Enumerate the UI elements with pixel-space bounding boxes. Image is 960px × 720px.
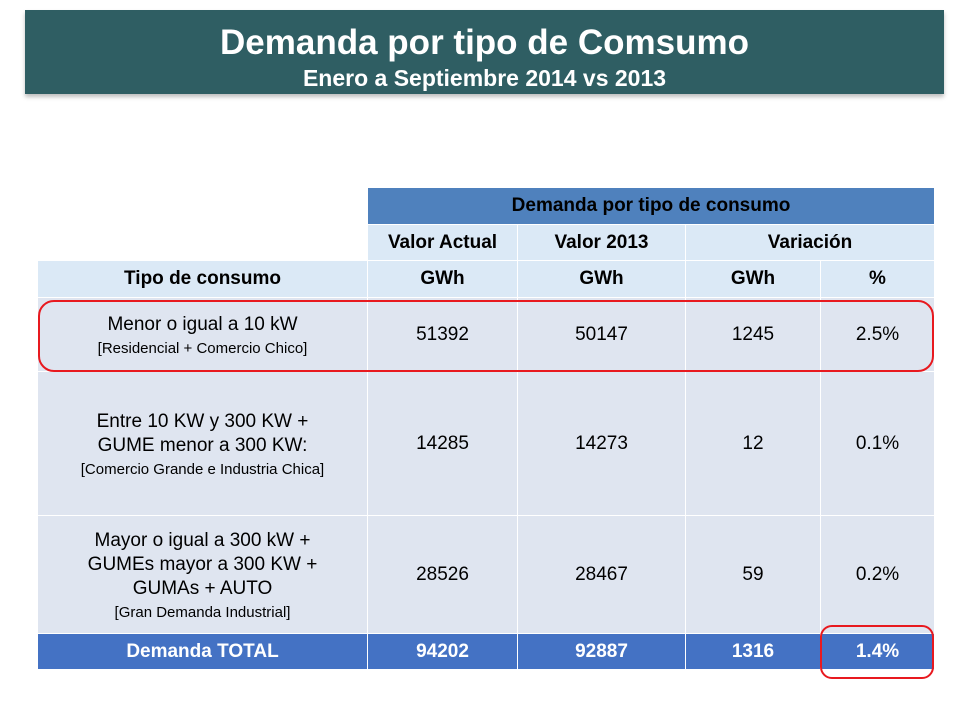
row-label-line: Entre 10 KW y 300 KW + <box>96 410 309 432</box>
total-var-pct: 1.4% <box>819 633 936 670</box>
page-title: Demanda por tipo de Comsumo <box>220 23 749 62</box>
col-valor-2013: Valor 2013 <box>517 224 686 261</box>
total-row: Demanda TOTAL 94202 92887 1316 1.4% <box>37 633 936 670</box>
row-label-line: GUMAs + AUTO <box>132 577 273 599</box>
col-valor-actual: Valor Actual <box>367 224 518 261</box>
total-actual: 94202 <box>367 633 518 670</box>
value-2013: 28467 <box>517 515 686 634</box>
unit-tipo: Tipo de consumo <box>37 260 368 298</box>
group-header-row: Demanda por tipo de consumo <box>37 187 936 225</box>
total-2013: 92887 <box>517 633 686 670</box>
value-actual: 14285 <box>367 371 518 516</box>
row-note: [Comercio Grande e Industria Chica] <box>80 460 325 478</box>
demand-table: Demanda por tipo de consumo Valor Actual… <box>37 187 936 670</box>
row-label-line: Menor o igual a 10 kW <box>107 313 298 335</box>
value-2013: 50147 <box>517 297 686 372</box>
value-2013: 14273 <box>517 371 686 516</box>
units-row: Tipo de consumo GWh GWh GWh % <box>37 260 936 298</box>
row-label: Mayor o igual a 300 kW + GUMEs mayor a 3… <box>37 515 368 634</box>
value-var-pct: 0.2% <box>819 515 936 634</box>
group-header: Demanda por tipo de consumo <box>366 187 936 225</box>
row-label-line: GUMEs mayor a 300 KW + <box>87 553 318 575</box>
table-row: Entre 10 KW y 300 KW + GUME menor a 300 … <box>37 371 936 516</box>
row-label-line: Mayor o igual a 300 kW + <box>94 529 311 551</box>
title-banner: Demanda por tipo de Comsumo Enero a Sept… <box>25 10 944 94</box>
row-label: Entre 10 KW y 300 KW + GUME menor a 300 … <box>37 371 368 516</box>
value-var-pct: 2.5% <box>819 297 936 372</box>
table-row: Mayor o igual a 300 kW + GUMEs mayor a 3… <box>37 515 936 634</box>
column-header-row: Valor Actual Valor 2013 Variación <box>37 224 936 261</box>
unit-var-gwh: GWh <box>685 260 821 298</box>
table-row: Menor o igual a 10 kW [Residencial + Com… <box>37 297 936 372</box>
row-label: Menor o igual a 10 kW [Residencial + Com… <box>37 297 368 372</box>
total-var-gwh: 1316 <box>685 633 821 670</box>
total-label: Demanda TOTAL <box>37 633 368 670</box>
value-var-pct: 0.1% <box>819 371 936 516</box>
row-label-line: GUME menor a 300 KW: <box>97 434 308 456</box>
unit-var-pct: % <box>819 260 936 298</box>
page-subtitle: Enero a Septiembre 2014 vs 2013 <box>302 65 667 91</box>
row-note: [Gran Demanda Industrial] <box>114 603 291 621</box>
value-var-gwh: 12 <box>685 371 821 516</box>
unit-2013: GWh <box>517 260 686 298</box>
row-note: [Residencial + Comercio Chico] <box>97 339 308 357</box>
unit-actual: GWh <box>367 260 518 298</box>
value-var-gwh: 1245 <box>685 297 821 372</box>
value-var-gwh: 59 <box>685 515 821 634</box>
blank-cell <box>37 187 368 225</box>
value-actual: 51392 <box>367 297 518 372</box>
value-actual: 28526 <box>367 515 518 634</box>
col-variacion: Variación <box>684 224 936 261</box>
blank-cell <box>37 224 368 261</box>
